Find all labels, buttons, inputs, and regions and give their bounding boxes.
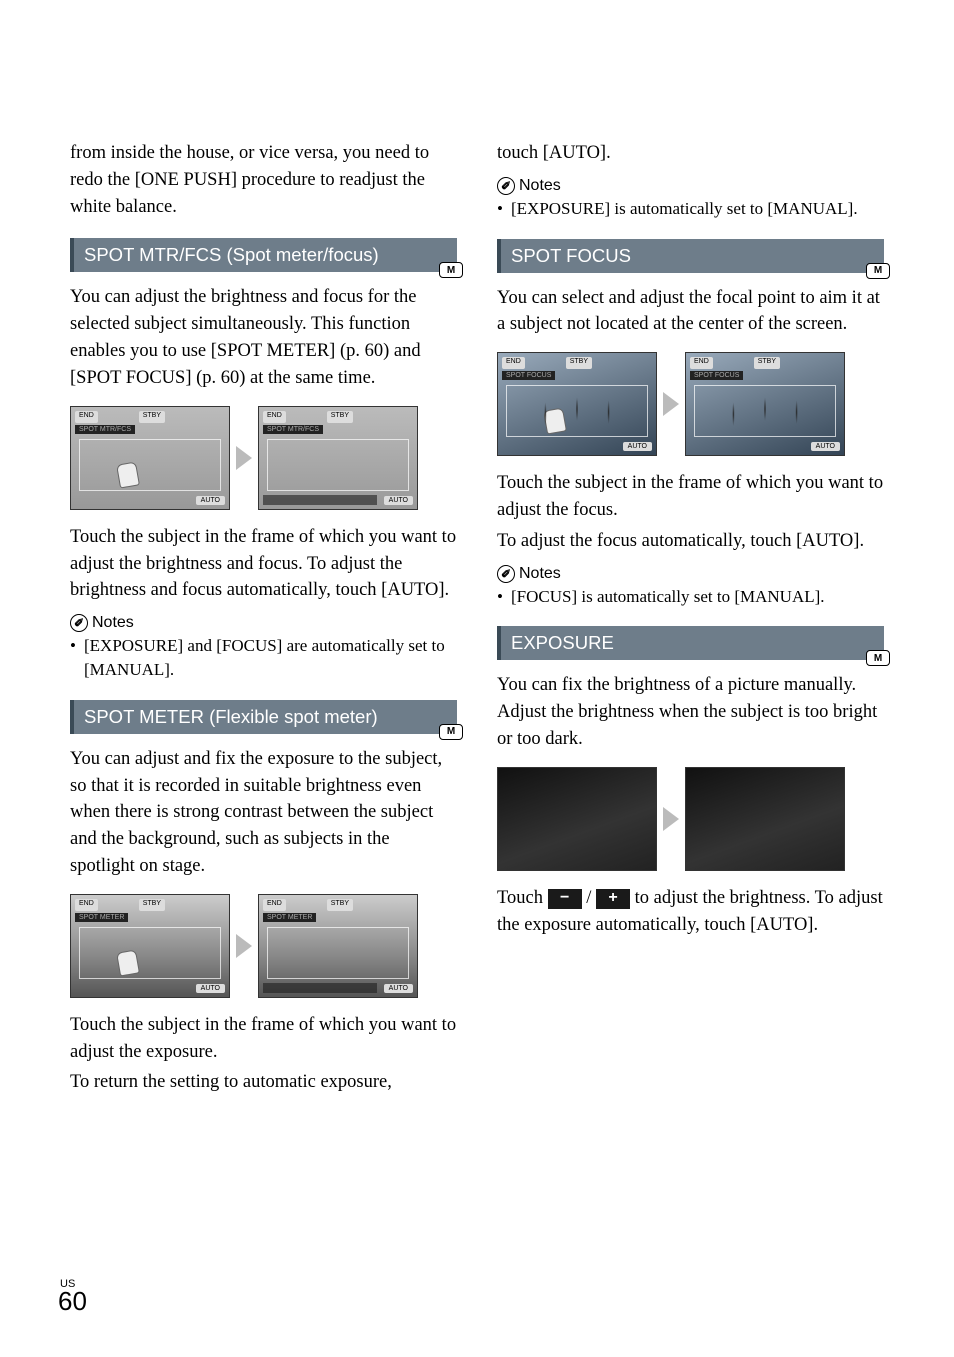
section-description: You can select and adjust the focal poin…: [497, 285, 884, 339]
notes-icon: ✐: [70, 614, 88, 632]
arrow-right-icon: [663, 807, 679, 831]
section-description: You can adjust the brightness and focus …: [70, 284, 457, 391]
instruction-text: Touch the subject in the frame of which …: [70, 524, 457, 604]
lcd-thumbnail-right: END STBY SPOT FOCUS AUTO: [685, 352, 845, 456]
section-header-spot-focus: SPOT FOCUS M: [497, 239, 884, 273]
section-description: You can adjust and fix the exposure to t…: [70, 746, 457, 880]
notes-icon: ✐: [497, 177, 515, 195]
instruction-text: Touch the subject in the frame of which …: [497, 470, 884, 524]
section-header-spot-mtr-fcs: SPOT MTR/FCS (Spot meter/focus) M: [70, 238, 457, 272]
section-title: SPOT FOCUS: [511, 245, 631, 267]
end-button-thumb: END: [263, 411, 286, 423]
stby-label-thumb: STBY: [327, 411, 353, 423]
section-title: SPOT MTR/FCS (Spot meter/focus): [84, 244, 379, 266]
instruction-text: To adjust the focus automatically, touch…: [497, 528, 884, 555]
arrow-right-icon: [236, 446, 252, 470]
stby-label-thumb: STBY: [139, 411, 165, 423]
auto-button-thumb: AUTO: [384, 496, 413, 505]
manual-badge-icon: M: [866, 263, 890, 279]
section-title: EXPOSURE: [511, 632, 614, 654]
mode-label-thumb: SPOT MTR/FCS: [263, 425, 323, 434]
note-bullet: [EXPOSURE] and [FOCUS] are automatically…: [70, 634, 457, 682]
text-mid: /: [586, 888, 596, 908]
notes-label: Notes: [519, 565, 561, 583]
mode-label-thumb: SPOT FOCUS: [502, 371, 555, 380]
section-description: You can fix the brightness of a picture …: [497, 672, 884, 752]
thumbnail-row-mtrfcs: END STBY SPOT MTR/FCS AUTO END STBY SPOT…: [70, 406, 457, 510]
notes-label: Notes: [519, 177, 561, 195]
stby-label-thumb: STBY: [566, 357, 592, 369]
section-header-exposure: EXPOSURE M: [497, 626, 884, 660]
manual-badge-icon: M: [439, 724, 463, 740]
instruction-text: Touch the subject in the frame of which …: [70, 1012, 457, 1066]
right-column: touch [AUTO]. ✐ Notes [EXPOSURE] is auto…: [497, 140, 884, 1100]
mode-label-thumb: SPOT METER: [263, 913, 316, 922]
left-column: from inside the house, or vice versa, yo…: [70, 140, 457, 1100]
page-number-value: 60: [58, 1286, 87, 1316]
stby-label-thumb: STBY: [754, 357, 780, 369]
note-bullet: [FOCUS] is automatically set to [MANUAL]…: [497, 585, 884, 609]
mode-label-thumb: SPOT FOCUS: [690, 371, 743, 380]
stby-label-thumb: STBY: [139, 899, 165, 911]
notes-icon: ✐: [497, 565, 515, 583]
notes-header: ✐ Notes: [70, 614, 457, 632]
manual-badge-icon: M: [439, 262, 463, 278]
note-bullet: [EXPOSURE] is automatically set to [MANU…: [497, 197, 884, 221]
notes-header: ✐ Notes: [497, 177, 884, 195]
end-button-thumb: END: [75, 899, 98, 911]
thumbnail-row-spotfocus: END STBY SPOT FOCUS AUTO END STBY SPOT F…: [497, 352, 884, 456]
lcd-thumbnail-left: END STBY SPOT FOCUS AUTO: [497, 352, 657, 456]
arrow-right-icon: [663, 392, 679, 416]
lcd-thumbnail-left: END STBY SPOT MTR/FCS AUTO: [70, 406, 230, 510]
auto-button-thumb: AUTO: [196, 496, 225, 505]
thumbnail-row-spotmeter: END STBY SPOT METER AUTO END STBY SPOT M…: [70, 894, 457, 998]
lcd-thumbnail-right: [685, 767, 845, 871]
continued-text: touch [AUTO].: [497, 140, 884, 167]
thumbnail-row-exposure: [497, 767, 884, 871]
continued-paragraph: from inside the house, or vice versa, yo…: [70, 140, 457, 220]
touch-hand-icon: [543, 408, 567, 435]
auto-button-thumb: AUTO: [196, 984, 225, 993]
end-button-thumb: END: [75, 411, 98, 423]
notes-label: Notes: [92, 614, 134, 632]
auto-button-thumb: AUTO: [811, 442, 840, 451]
stby-label-thumb: STBY: [327, 899, 353, 911]
minus-button-icon: −: [548, 889, 582, 909]
notes-header: ✐ Notes: [497, 565, 884, 583]
section-title: SPOT METER (Flexible spot meter): [84, 706, 378, 728]
section-header-spot-meter: SPOT METER (Flexible spot meter) M: [70, 700, 457, 734]
auto-button-thumb: AUTO: [384, 984, 413, 993]
lcd-thumbnail-right: END STBY SPOT METER AUTO: [258, 894, 418, 998]
text-pre: Touch: [497, 888, 548, 908]
lcd-thumbnail-left: [497, 767, 657, 871]
lcd-thumbnail-left: END STBY SPOT METER AUTO: [70, 894, 230, 998]
mode-label-thumb: SPOT METER: [75, 913, 128, 922]
instruction-text-continued: To return the setting to automatic expos…: [70, 1069, 457, 1096]
page-number: US 60: [58, 1278, 87, 1317]
end-button-thumb: END: [502, 357, 525, 369]
arrow-right-icon: [236, 934, 252, 958]
auto-button-thumb: AUTO: [623, 442, 652, 451]
mode-label-thumb: SPOT MTR/FCS: [75, 425, 135, 434]
lcd-thumbnail-right: END STBY SPOT MTR/FCS AUTO: [258, 406, 418, 510]
plus-button-icon: +: [596, 889, 630, 909]
end-button-thumb: END: [690, 357, 713, 369]
instruction-with-buttons: Touch − / + to adjust the brightness. To…: [497, 885, 884, 939]
end-button-thumb: END: [263, 899, 286, 911]
manual-badge-icon: M: [866, 650, 890, 666]
two-column-layout: from inside the house, or vice versa, yo…: [70, 140, 884, 1100]
